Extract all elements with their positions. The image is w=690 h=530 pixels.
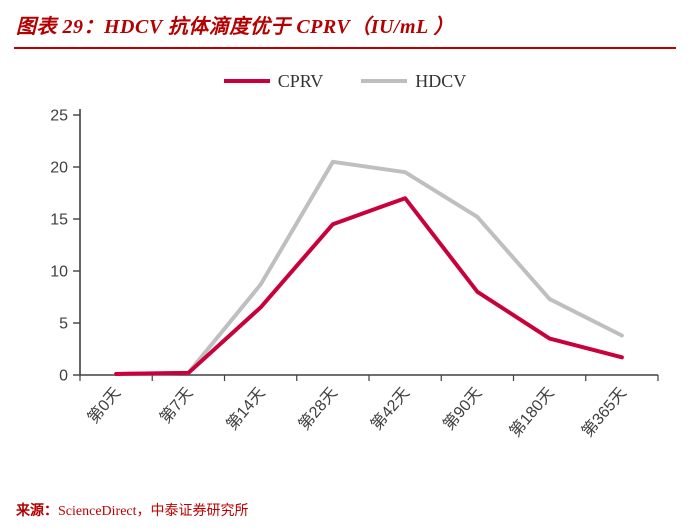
x-tick-label: 第28天	[295, 384, 341, 434]
x-tick-label: 第365天	[578, 384, 630, 441]
y-tick-label: 10	[50, 264, 68, 281]
x-tick-label: 第14天	[223, 384, 269, 434]
series-line-hdcv	[114, 159, 624, 376]
chart-legend: CPRV HDCV	[14, 69, 676, 93]
legend-label-cprv: CPRV	[277, 70, 324, 91]
source-prefix: 来源：	[16, 504, 58, 519]
line-chart: 0 5 10 15 20 25 第0天 第7天 第14天 第28天 第42天 第90天 第180天 第36…	[50, 108, 659, 441]
x-tick-label: 第90天	[440, 384, 486, 434]
chart-title: 图表 29：HDCV 抗体滴度优于 CPRV（IU/mL ）	[16, 16, 455, 38]
series-line-cprv	[114, 196, 624, 376]
y-tick-label: 5	[59, 316, 68, 333]
legend-swatch-cprv	[223, 79, 270, 83]
x-tick-label: 第42天	[367, 384, 413, 434]
title-block: 图表 29：HDCV 抗体滴度优于 CPRV（IU/mL ）	[14, 8, 676, 49]
x-tick-label: 第7天	[156, 384, 196, 427]
x-tick-label: 第0天	[84, 384, 124, 427]
legend-label-hdcv: HDCV	[415, 70, 467, 91]
legend-item-hdcv: HDCV	[361, 71, 466, 92]
y-tick-label: 20	[50, 160, 68, 177]
x-tick-label: 第180天	[506, 384, 558, 441]
y-tick-label: 15	[50, 212, 68, 229]
source-line: 来源：ScienceDirect，中泰证券研究所	[14, 500, 676, 524]
source-text: ScienceDirect，中泰证券研究所	[58, 504, 249, 519]
legend-item-cprv: CPRV	[223, 70, 324, 92]
y-tick-label: 0	[59, 368, 68, 385]
chart-area: 0 5 10 15 20 25 第0天 第7天 第14天 第28天 第42天 第90天 第180天 第36…	[14, 95, 676, 500]
y-tick-label: 25	[50, 108, 68, 125]
legend-swatch-hdcv	[361, 79, 408, 83]
